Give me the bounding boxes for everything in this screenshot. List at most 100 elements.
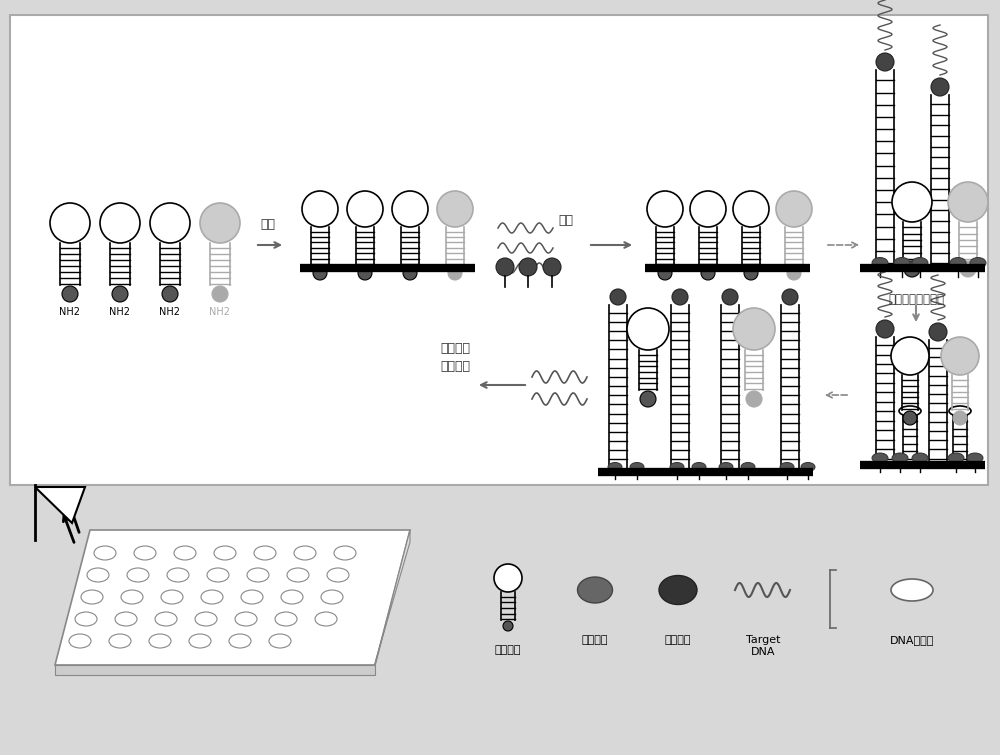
Ellipse shape	[578, 577, 612, 603]
Circle shape	[647, 191, 683, 227]
Text: DNA聚合酶: DNA聚合酶	[890, 635, 934, 645]
Text: Target
DNA: Target DNA	[746, 635, 780, 657]
Circle shape	[437, 191, 473, 227]
Circle shape	[494, 564, 522, 592]
Polygon shape	[375, 530, 410, 665]
Circle shape	[722, 289, 738, 305]
Ellipse shape	[948, 453, 964, 463]
Text: NH2: NH2	[160, 307, 180, 317]
Circle shape	[503, 621, 513, 631]
Circle shape	[212, 286, 228, 302]
Circle shape	[519, 258, 537, 276]
Ellipse shape	[94, 546, 116, 560]
Text: 循环扩增
实时检测: 循环扩增 实时检测	[440, 342, 470, 373]
Circle shape	[876, 53, 894, 71]
Ellipse shape	[247, 568, 269, 582]
Circle shape	[904, 261, 920, 277]
Text: 淡灭基团: 淡灭基团	[665, 635, 691, 645]
Circle shape	[162, 286, 178, 302]
Circle shape	[347, 191, 383, 227]
Circle shape	[640, 391, 656, 407]
Ellipse shape	[174, 546, 196, 560]
Ellipse shape	[894, 257, 910, 269]
Ellipse shape	[269, 634, 291, 648]
Ellipse shape	[294, 546, 316, 560]
Ellipse shape	[608, 463, 622, 472]
Ellipse shape	[970, 257, 986, 269]
Circle shape	[403, 266, 417, 280]
Ellipse shape	[254, 546, 276, 560]
Ellipse shape	[127, 568, 149, 582]
Polygon shape	[55, 665, 375, 675]
Ellipse shape	[207, 568, 229, 582]
Circle shape	[876, 320, 894, 338]
Ellipse shape	[670, 463, 684, 472]
Text: 杂交: 杂交	[558, 214, 573, 226]
Circle shape	[948, 182, 988, 222]
Text: 引物、酶、反应液: 引物、酶、反应液	[888, 293, 944, 306]
Circle shape	[543, 258, 561, 276]
Circle shape	[733, 191, 769, 227]
Circle shape	[903, 411, 917, 425]
Ellipse shape	[281, 590, 303, 604]
Ellipse shape	[75, 612, 97, 626]
Ellipse shape	[69, 634, 91, 648]
Circle shape	[302, 191, 338, 227]
Ellipse shape	[109, 634, 131, 648]
Circle shape	[960, 261, 976, 277]
Circle shape	[931, 78, 949, 96]
Ellipse shape	[327, 568, 349, 582]
Ellipse shape	[214, 546, 236, 560]
Ellipse shape	[235, 612, 257, 626]
Polygon shape	[35, 487, 85, 523]
Text: 荧光基团: 荧光基团	[582, 635, 608, 645]
Ellipse shape	[891, 579, 933, 601]
Circle shape	[776, 191, 812, 227]
Ellipse shape	[155, 612, 177, 626]
Ellipse shape	[912, 257, 928, 269]
Circle shape	[62, 286, 78, 302]
Circle shape	[112, 286, 128, 302]
Ellipse shape	[161, 590, 183, 604]
Ellipse shape	[321, 590, 343, 604]
Text: 点样: 点样	[260, 218, 276, 231]
Ellipse shape	[275, 612, 297, 626]
Circle shape	[496, 258, 514, 276]
Circle shape	[891, 337, 929, 375]
Ellipse shape	[149, 634, 171, 648]
Ellipse shape	[659, 575, 697, 605]
Circle shape	[672, 289, 688, 305]
Circle shape	[733, 308, 775, 350]
Ellipse shape	[81, 590, 103, 604]
Ellipse shape	[229, 634, 251, 648]
Circle shape	[50, 203, 90, 243]
Ellipse shape	[134, 546, 156, 560]
Ellipse shape	[315, 612, 337, 626]
Bar	[10, 15, 988, 485]
Ellipse shape	[121, 590, 143, 604]
Circle shape	[313, 266, 327, 280]
Circle shape	[690, 191, 726, 227]
Circle shape	[953, 411, 967, 425]
Ellipse shape	[189, 634, 211, 648]
Circle shape	[627, 308, 669, 350]
Ellipse shape	[334, 546, 356, 560]
Circle shape	[358, 266, 372, 280]
Ellipse shape	[741, 463, 755, 472]
Circle shape	[392, 191, 428, 227]
Circle shape	[610, 289, 626, 305]
Ellipse shape	[892, 453, 908, 463]
Polygon shape	[55, 530, 410, 665]
Circle shape	[929, 323, 947, 341]
Ellipse shape	[719, 463, 733, 472]
Ellipse shape	[287, 568, 309, 582]
Circle shape	[448, 266, 462, 280]
Ellipse shape	[630, 463, 644, 472]
Text: NH2: NH2	[110, 307, 130, 317]
Ellipse shape	[872, 453, 888, 463]
Ellipse shape	[801, 463, 815, 472]
Ellipse shape	[967, 453, 983, 463]
Circle shape	[941, 337, 979, 375]
Circle shape	[746, 391, 762, 407]
Circle shape	[200, 203, 240, 243]
